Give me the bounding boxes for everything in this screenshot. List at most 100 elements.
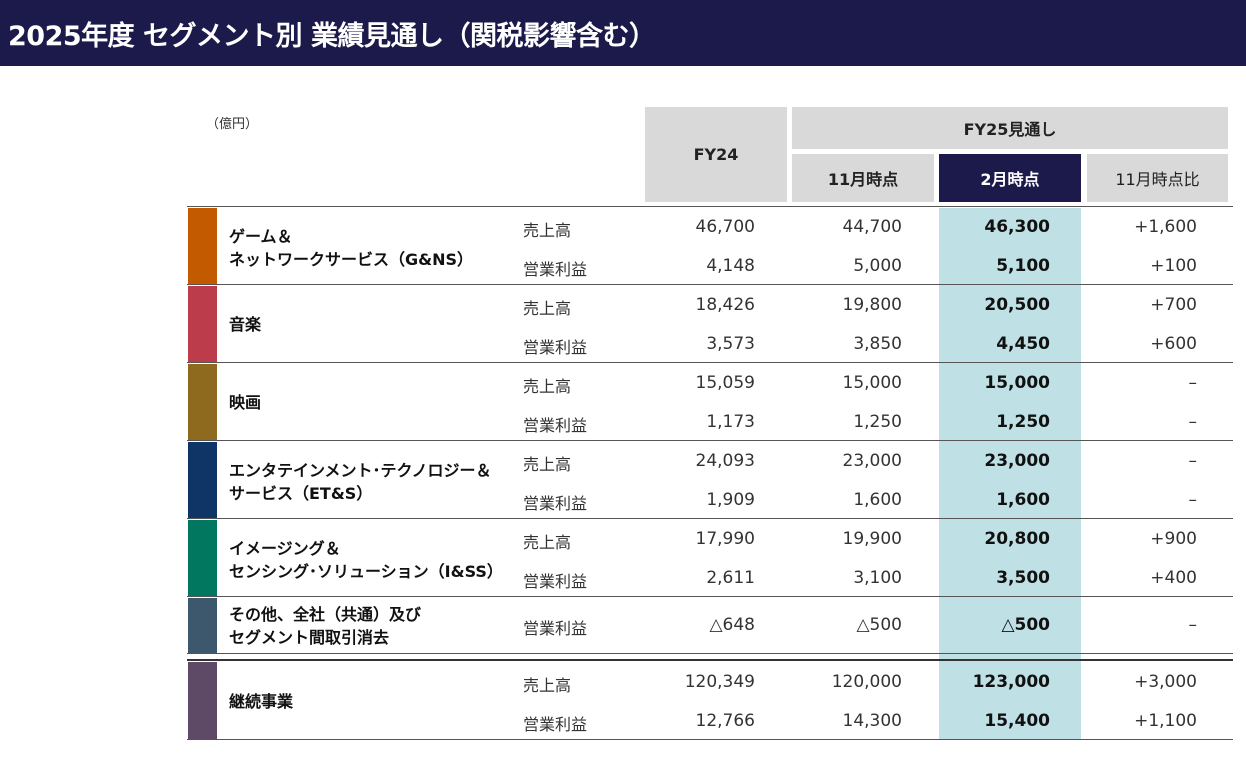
value-diff: – bbox=[1188, 490, 1198, 510]
metric-label: 営業利益 bbox=[523, 260, 588, 279]
page-title: 2025年度 セグメント別 業績見通し（関税影響含む） bbox=[8, 21, 656, 52]
segment-name-ets: エンタテインメント･テクノロジー＆ サービス（ET&S） bbox=[229, 459, 492, 505]
value-november: 23,000 bbox=[842, 451, 902, 471]
metric-label: 営業利益 bbox=[523, 494, 588, 513]
value-diff: – bbox=[1188, 451, 1198, 471]
value-february: 20,500 bbox=[984, 295, 1050, 315]
value-february: 4,450 bbox=[996, 334, 1050, 354]
row-divider bbox=[187, 596, 1233, 597]
value-november: 44,700 bbox=[842, 217, 902, 237]
value-november: 14,300 bbox=[842, 711, 902, 731]
value-diff: – bbox=[1188, 373, 1198, 393]
row-divider bbox=[187, 440, 1233, 441]
value-diff: +400 bbox=[1150, 568, 1197, 588]
segment-name-iss: イメージング＆ センシング･ソリューション（I&SS） bbox=[229, 537, 503, 583]
row-divider bbox=[187, 362, 1233, 363]
table-top-rule bbox=[187, 206, 1233, 207]
header-fy24: FY24 bbox=[645, 107, 787, 202]
metric-label: 営業利益 bbox=[523, 416, 588, 435]
value-fy24: 3,573 bbox=[706, 334, 755, 354]
segment-name-line1: その他、全社（共通）及び bbox=[229, 605, 422, 624]
metric-label: 売上高 bbox=[523, 221, 572, 240]
segment-name-line1: ゲーム＆ bbox=[229, 227, 293, 246]
value-fy24: 1,173 bbox=[706, 412, 755, 432]
value-november: 3,100 bbox=[853, 568, 902, 588]
metric-label: 売上高 bbox=[523, 455, 572, 474]
segment-swatch-iss bbox=[188, 520, 217, 596]
table-bottom-rule bbox=[187, 739, 1233, 740]
unit-label: （億円） bbox=[206, 117, 259, 132]
value-diff: +100 bbox=[1150, 256, 1197, 276]
value-fy24: 1,909 bbox=[706, 490, 755, 510]
value-diff: – bbox=[1188, 615, 1198, 635]
segment-name-pictures: 映画 bbox=[229, 393, 262, 412]
value-february: 1,250 bbox=[996, 412, 1050, 432]
value-february: 20,800 bbox=[984, 529, 1050, 549]
metric-label: 営業利益 bbox=[523, 715, 588, 734]
value-diff: +900 bbox=[1150, 529, 1197, 549]
value-february: 23,000 bbox=[984, 451, 1050, 471]
value-february: 15,400 bbox=[984, 711, 1050, 731]
value-november: 19,800 bbox=[842, 295, 902, 315]
header-diff-vs-november: 11月時点比 bbox=[1087, 154, 1228, 202]
row-divider bbox=[187, 518, 1233, 519]
metric-label: 売上高 bbox=[523, 676, 572, 695]
segment-name-line2: ネットワークサービス（G&NS） bbox=[229, 250, 474, 269]
segment-name-continuing: 継続事業 bbox=[229, 692, 294, 711]
value-november: 1,250 bbox=[853, 412, 902, 432]
segment-name-line2: サービス（ET&S） bbox=[229, 484, 373, 503]
value-fy24: 46,700 bbox=[695, 217, 755, 237]
value-november: 3,850 bbox=[853, 334, 902, 354]
value-diff: +700 bbox=[1150, 295, 1197, 315]
february-column-highlight bbox=[939, 208, 1081, 740]
row-divider bbox=[187, 284, 1233, 285]
total-top-rule bbox=[187, 659, 1233, 661]
value-fy24: 24,093 bbox=[695, 451, 755, 471]
value-fy24: △648 bbox=[709, 615, 755, 635]
value-february: 123,000 bbox=[972, 672, 1050, 692]
value-fy24: 12,766 bbox=[695, 711, 755, 731]
metric-label: 売上高 bbox=[523, 533, 572, 552]
metric-label: 売上高 bbox=[523, 299, 572, 318]
segment-name-music: 音楽 bbox=[229, 315, 262, 334]
value-february: 46,300 bbox=[984, 217, 1050, 237]
value-fy24: 18,426 bbox=[695, 295, 755, 315]
value-fy24: 15,059 bbox=[695, 373, 755, 393]
value-february: 3,500 bbox=[996, 568, 1050, 588]
value-november: 5,000 bbox=[853, 256, 902, 276]
segment-name-line1: イメージング＆ bbox=[229, 539, 341, 558]
value-february: 1,600 bbox=[996, 490, 1050, 510]
segment-name-line1: エンタテインメント･テクノロジー＆ bbox=[229, 461, 492, 480]
value-diff: +1,600 bbox=[1134, 217, 1197, 237]
value-november: 120,000 bbox=[831, 672, 902, 692]
value-fy24: 2,611 bbox=[706, 568, 755, 588]
value-february: △500 bbox=[1001, 615, 1050, 635]
value-november: △500 bbox=[856, 615, 902, 635]
segment-swatch-pictures bbox=[188, 364, 217, 440]
metric-label: 営業利益 bbox=[523, 572, 588, 591]
metric-label: 営業利益 bbox=[523, 619, 588, 638]
segment-swatch-other bbox=[188, 598, 217, 653]
value-diff: – bbox=[1188, 412, 1198, 432]
header-february: 2月時点 bbox=[939, 154, 1081, 202]
title-bar: 2025年度 セグメント別 業績見通し（関税影響含む） bbox=[0, 0, 1246, 66]
value-fy24: 17,990 bbox=[695, 529, 755, 549]
row-divider bbox=[187, 653, 1233, 654]
metric-label: 売上高 bbox=[523, 377, 572, 396]
segment-swatch-gns bbox=[188, 208, 217, 284]
value-fy24: 120,349 bbox=[684, 672, 755, 692]
header-fy25: FY25見通し bbox=[792, 107, 1228, 149]
segment-swatch-music bbox=[188, 286, 217, 362]
metric-label: 営業利益 bbox=[523, 338, 588, 357]
segment-name-line2: センシング･ソリューション（I&SS） bbox=[229, 562, 503, 581]
segment-name-line2: セグメント間取引消去 bbox=[229, 628, 390, 647]
value-diff: +600 bbox=[1150, 334, 1197, 354]
value-february: 5,100 bbox=[996, 256, 1050, 276]
value-fy24: 4,148 bbox=[706, 256, 755, 276]
value-november: 15,000 bbox=[842, 373, 902, 393]
segment-name-gns: ゲーム＆ ネットワークサービス（G&NS） bbox=[229, 225, 473, 271]
segment-name-other: その他、全社（共通）及び セグメント間取引消去 bbox=[229, 603, 421, 649]
value-diff: +3,000 bbox=[1134, 672, 1197, 692]
value-diff: +1,100 bbox=[1134, 711, 1197, 731]
header-november: 11月時点 bbox=[792, 154, 934, 202]
